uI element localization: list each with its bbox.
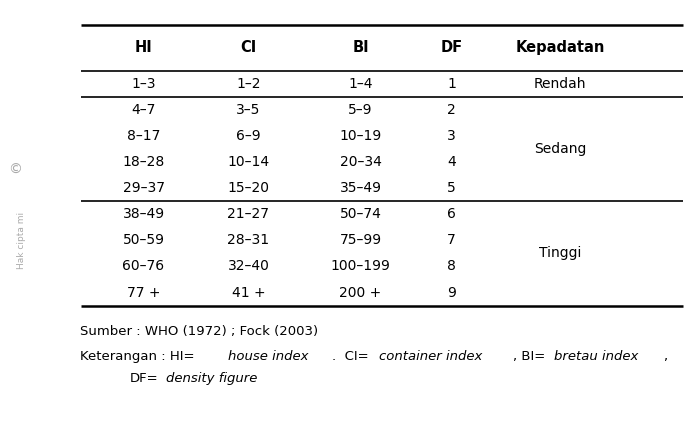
- Text: 28–31: 28–31: [228, 233, 270, 248]
- Text: Tinggi: Tinggi: [539, 247, 581, 260]
- Text: BI: BI: [352, 41, 369, 55]
- Text: Kepadatan: Kepadatan: [515, 41, 605, 55]
- Text: 60–76: 60–76: [122, 260, 164, 273]
- Text: 100–199: 100–199: [330, 260, 391, 273]
- Text: 1–3: 1–3: [132, 77, 155, 91]
- Text: ©: ©: [8, 162, 22, 177]
- Text: 38–49: 38–49: [122, 207, 164, 222]
- Text: 75–99: 75–99: [340, 233, 382, 248]
- Text: 1–4: 1–4: [349, 77, 372, 91]
- Text: 35–49: 35–49: [340, 182, 382, 195]
- Text: bretau index: bretau index: [554, 350, 638, 363]
- Text: 50–59: 50–59: [122, 233, 164, 248]
- Text: 4–7: 4–7: [132, 103, 155, 117]
- Text: DF: DF: [440, 41, 463, 55]
- Text: DF=: DF=: [130, 372, 158, 385]
- Text: Rendah: Rendah: [533, 77, 587, 91]
- Text: density figure: density figure: [167, 372, 258, 385]
- Text: 1: 1: [447, 77, 456, 91]
- Text: 8–17: 8–17: [127, 129, 160, 144]
- Text: 2: 2: [447, 103, 456, 117]
- Text: ,: ,: [663, 350, 667, 363]
- Text: 3: 3: [447, 129, 456, 144]
- Text: 41 +: 41 +: [232, 285, 265, 300]
- Text: 6: 6: [447, 207, 456, 222]
- Text: 7: 7: [447, 233, 456, 248]
- Text: Hak cipta mi: Hak cipta mi: [17, 212, 25, 269]
- Text: 15–20: 15–20: [228, 182, 270, 195]
- Text: 8: 8: [447, 260, 456, 273]
- Text: 18–28: 18–28: [122, 155, 164, 169]
- Text: Sedang: Sedang: [534, 142, 586, 157]
- Text: 1–2: 1–2: [237, 77, 260, 91]
- Text: HI: HI: [134, 41, 153, 55]
- Text: house index: house index: [228, 350, 309, 363]
- Text: 32–40: 32–40: [228, 260, 270, 273]
- Text: Sumber : WHO (1972) ; Fock (2003): Sumber : WHO (1972) ; Fock (2003): [80, 325, 318, 338]
- Text: 200 +: 200 +: [340, 285, 382, 300]
- Text: 5–9: 5–9: [349, 103, 372, 117]
- Text: .  CI=: . CI=: [332, 350, 369, 363]
- Text: 10–19: 10–19: [340, 129, 382, 144]
- Text: 20–34: 20–34: [340, 155, 382, 169]
- Text: 29–37: 29–37: [122, 182, 164, 195]
- Text: 6–9: 6–9: [236, 129, 261, 144]
- Text: 50–74: 50–74: [340, 207, 382, 222]
- Text: , BI=: , BI=: [513, 350, 545, 363]
- Text: 10–14: 10–14: [228, 155, 270, 169]
- Text: 21–27: 21–27: [228, 207, 270, 222]
- Text: 5: 5: [447, 182, 456, 195]
- Text: 3–5: 3–5: [237, 103, 260, 117]
- Text: container index: container index: [379, 350, 483, 363]
- Text: 4: 4: [447, 155, 456, 169]
- Text: 9: 9: [447, 285, 456, 300]
- Text: 77 +: 77 +: [127, 285, 160, 300]
- Text: CI: CI: [240, 41, 257, 55]
- Text: Keterangan : HI=: Keterangan : HI=: [80, 350, 195, 363]
